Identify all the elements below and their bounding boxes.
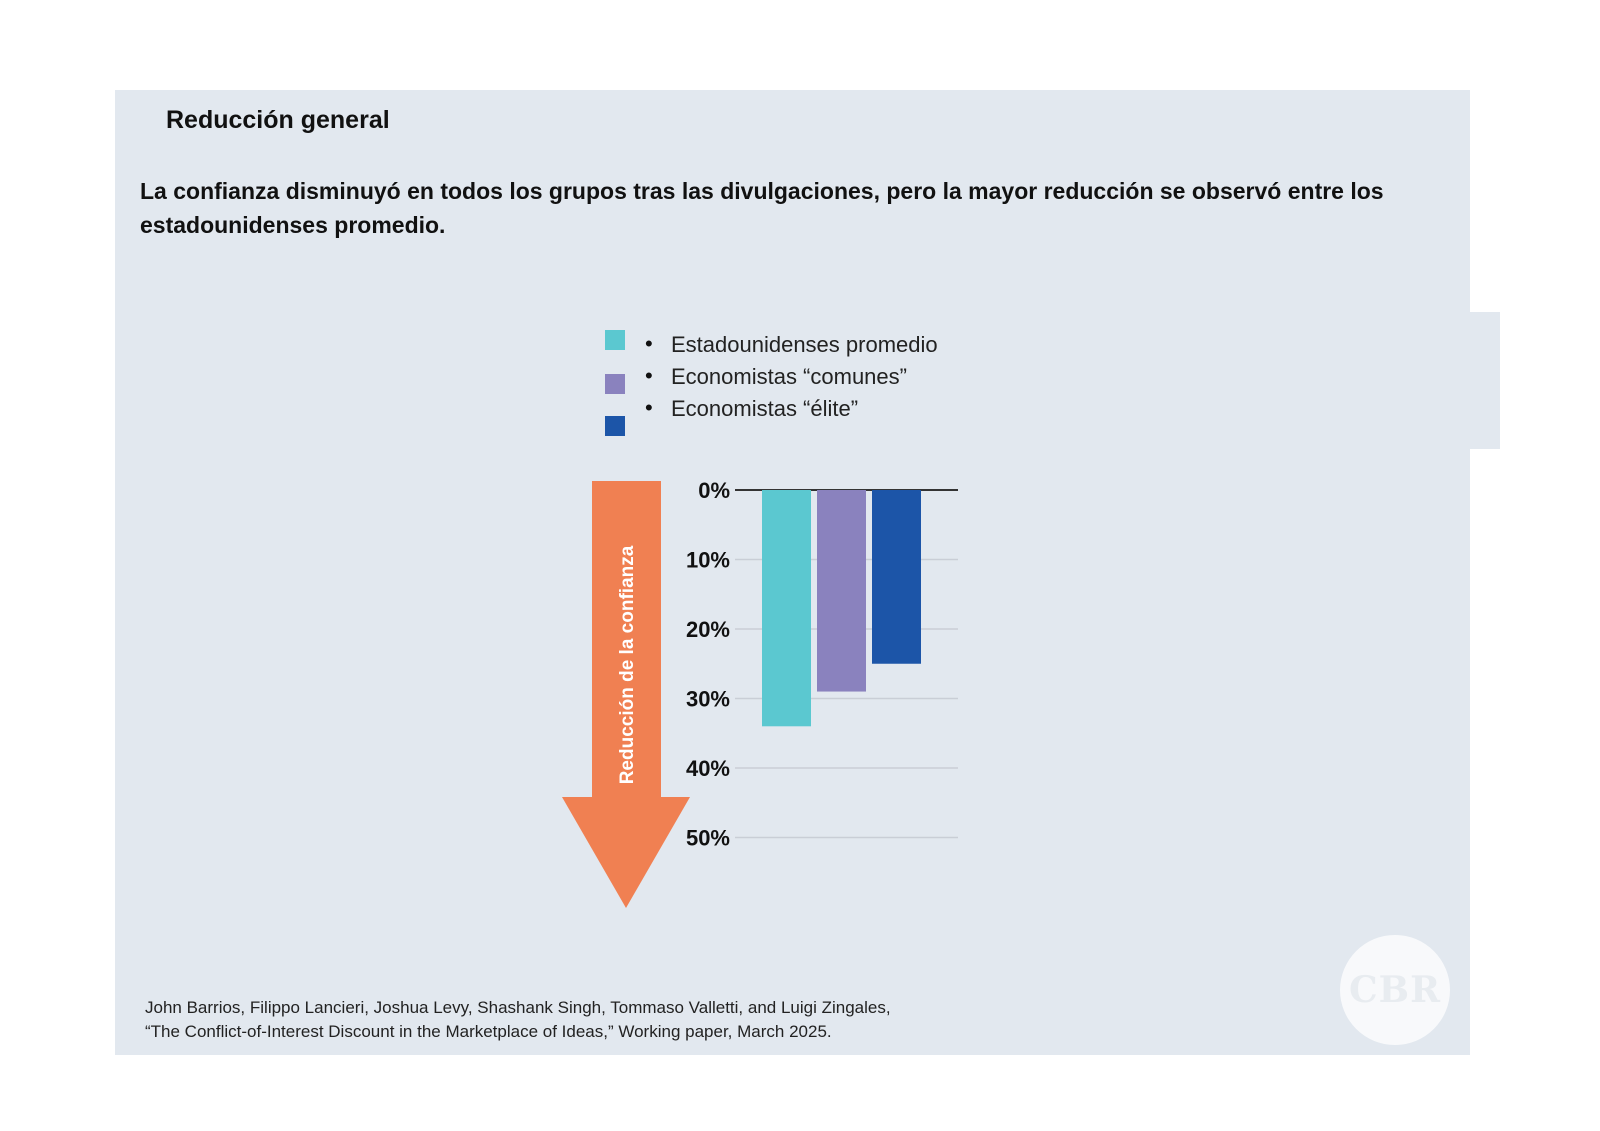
y-tick-label: 0% [698, 478, 730, 503]
arrow-head [562, 797, 690, 908]
legend-bullet: • [645, 363, 653, 388]
y-tick-label: 30% [686, 687, 730, 712]
y-tick-label: 50% [686, 826, 730, 851]
y-tick-label: 40% [686, 756, 730, 781]
legend-bullet: • [645, 331, 653, 356]
bar [762, 490, 811, 727]
y-tick-label: 20% [686, 617, 730, 642]
bar [872, 490, 921, 664]
y-tick-label: 10% [686, 548, 730, 573]
legend-label: Economistas “élite” [671, 396, 859, 421]
logo-text: CBR [1349, 969, 1441, 1011]
source-credit: John Barrios, Filippo Lancieri, Joshua L… [145, 996, 891, 1044]
bar [817, 490, 866, 692]
cbr-logo: CBR [1340, 935, 1450, 1045]
legend-bullet: • [645, 395, 653, 420]
legend-swatch [605, 374, 625, 394]
chart-kicker: Reducción general [166, 106, 390, 134]
legend-label: Estadounidenses promedio [671, 332, 938, 357]
legend-swatch [605, 330, 625, 350]
legend-swatch [605, 416, 625, 436]
legend-label: Economistas “comunes” [671, 364, 907, 389]
y-axis-label: Reducción de la confianza [617, 545, 638, 784]
panel-tab [1470, 312, 1500, 449]
credit-line: John Barrios, Filippo Lancieri, Joshua L… [145, 998, 891, 1017]
credit-line: “The Conflict-of-Interest Discount in th… [145, 1022, 832, 1041]
arrow-shaft [592, 481, 661, 799]
chart-subtitle: La confianza disminuyó en todos los grup… [140, 178, 1384, 238]
